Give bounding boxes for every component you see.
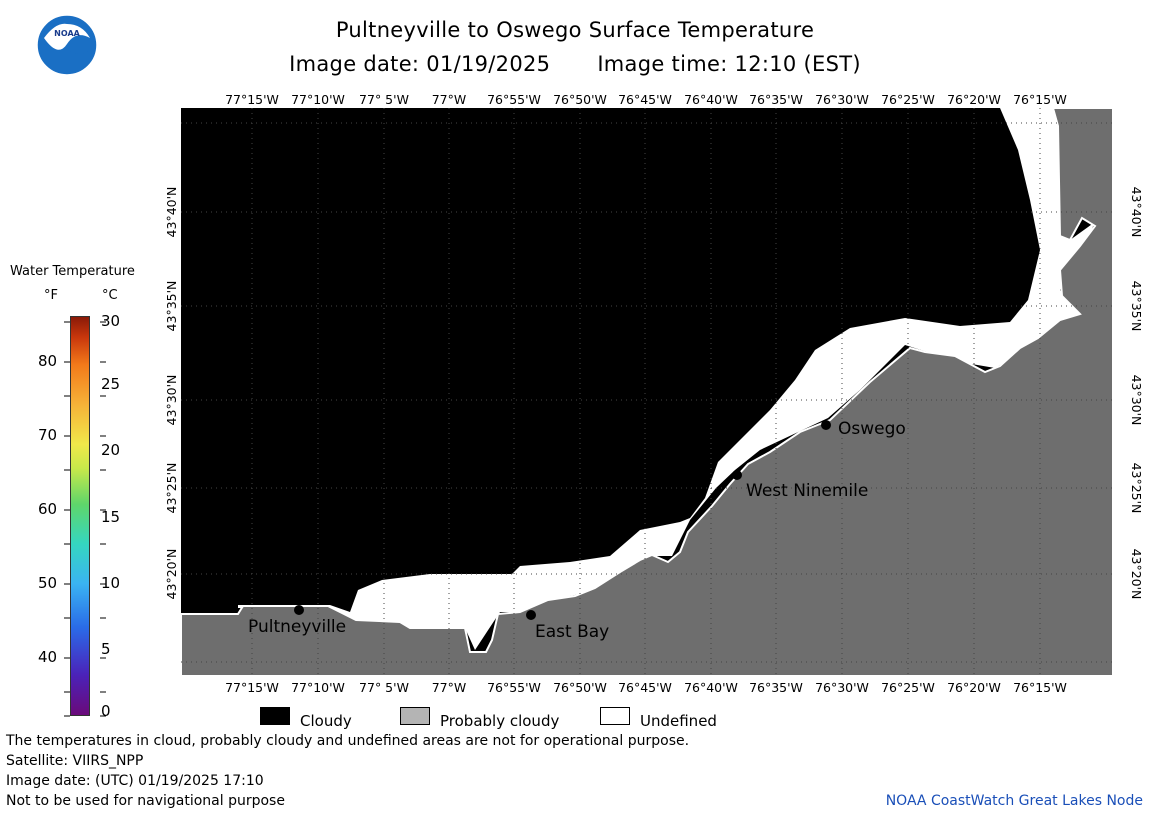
lon-label-bottom: 76°35'W bbox=[749, 680, 803, 695]
lon-label-bottom: 77° 5'W bbox=[359, 680, 409, 695]
lat-label-right: 43°25'N bbox=[1129, 463, 1144, 514]
f-tick-60: 60 bbox=[38, 500, 58, 518]
legend-cloudy: Cloudy bbox=[300, 712, 352, 730]
lon-label-bottom: 76°25'W bbox=[881, 680, 935, 695]
image-date: Image date: 01/19/2025 bbox=[289, 52, 551, 76]
colorbar-unit-c: °C bbox=[102, 288, 118, 303]
graticule bbox=[181, 108, 1113, 676]
f-tick-80: 80 bbox=[38, 352, 58, 370]
marker-east-bay bbox=[526, 610, 536, 620]
page-title: Pultneyville to Oswego Surface Temperatu… bbox=[335, 18, 815, 42]
footer-satellite: Satellite: VIIRS_NPP bbox=[6, 753, 144, 769]
image-time: Image time: 12:10 (EST) bbox=[597, 52, 861, 76]
lon-label-top: 77° 5'W bbox=[359, 92, 409, 107]
lon-label-top: 76°45'W bbox=[618, 92, 672, 107]
lon-label-top: 76°40'W bbox=[684, 92, 738, 107]
lon-label-bottom: 76°30'W bbox=[815, 680, 869, 695]
colorbar-title: Water Temperature bbox=[10, 264, 135, 279]
place-label-pultneyville: Pultneyville bbox=[248, 617, 346, 637]
colorbar-ticks bbox=[64, 321, 106, 717]
lat-label-right: 43°20'N bbox=[1129, 549, 1144, 600]
lat-label-right: 43°30'N bbox=[1129, 375, 1144, 426]
footer-credit: NOAA CoastWatch Great Lakes Node bbox=[885, 793, 1143, 809]
c-tick-0: 0 bbox=[101, 702, 111, 720]
c-tick-5: 5 bbox=[101, 640, 111, 658]
c-tick-10: 10 bbox=[101, 574, 121, 592]
footer-image-date-utc: Image date: (UTC) 01/19/2025 17:10 bbox=[6, 773, 264, 789]
c-tick-15: 15 bbox=[101, 508, 121, 526]
place-label-east-bay: East Bay bbox=[535, 622, 609, 642]
footer-nav-warning: Not to be used for navigational purpose bbox=[6, 793, 285, 809]
image-datetime: Image date: 01/19/2025 Image time: 12:10… bbox=[180, 52, 970, 76]
legend-swatch-cloudy bbox=[260, 707, 290, 725]
lon-label-top: 76°35'W bbox=[749, 92, 803, 107]
c-tick-30: 30 bbox=[101, 312, 121, 330]
lon-label-bottom: 76°40'W bbox=[684, 680, 738, 695]
place-label-west-ninemile: West Ninemile bbox=[746, 481, 868, 501]
lon-label-bottom: 76°55'W bbox=[487, 680, 541, 695]
f-tick-40: 40 bbox=[38, 648, 58, 666]
lon-label-bottom: 76°20'W bbox=[947, 680, 1001, 695]
colorbar bbox=[70, 316, 90, 716]
c-tick-20: 20 bbox=[101, 441, 121, 459]
colorbar-unit-f: °F bbox=[44, 288, 58, 303]
lon-label-bottom: 76°15'W bbox=[1013, 680, 1067, 695]
legend-undefined: Undefined bbox=[640, 712, 717, 730]
lon-label-top: 76°30'W bbox=[815, 92, 869, 107]
lon-label-top: 77°W bbox=[432, 92, 467, 107]
lon-label-bottom: 77°W bbox=[432, 680, 467, 695]
lon-label-top: 76°15'W bbox=[1013, 92, 1067, 107]
f-tick-50: 50 bbox=[38, 574, 58, 592]
legend-swatch-probably-cloudy bbox=[400, 707, 430, 725]
lon-label-top: 76°55'W bbox=[487, 92, 541, 107]
lon-label-top: 77°15'W bbox=[225, 92, 279, 107]
lat-label-left: 43°35'N bbox=[164, 281, 179, 332]
noaa-logo: NOAA bbox=[36, 14, 98, 76]
lon-label-bottom: 77°10'W bbox=[291, 680, 345, 695]
lon-label-top: 77°10'W bbox=[291, 92, 345, 107]
legend-probably-cloudy: Probably cloudy bbox=[440, 712, 560, 730]
legend-swatch-undefined bbox=[600, 707, 630, 725]
lat-label-left: 43°25'N bbox=[164, 463, 179, 514]
lon-label-top: 76°50'W bbox=[553, 92, 607, 107]
place-label-oswego: Oswego bbox=[838, 419, 906, 439]
f-tick-70: 70 bbox=[38, 426, 58, 444]
noaa-logo-text: NOAA bbox=[54, 29, 80, 38]
footer-note: The temperatures in cloud, probably clou… bbox=[6, 733, 690, 749]
lat-label-left: 43°40'N bbox=[164, 187, 179, 238]
marker-oswego bbox=[821, 420, 831, 430]
marker-pultneyville bbox=[294, 605, 304, 615]
undefined-area-lake bbox=[238, 108, 1095, 650]
lat-label-left: 43°20'N bbox=[164, 549, 179, 600]
lat-label-right: 43°35'N bbox=[1129, 281, 1144, 332]
lat-label-left: 43°30'N bbox=[164, 375, 179, 426]
lat-label-right: 43°40'N bbox=[1129, 187, 1144, 238]
lon-label-top: 76°20'W bbox=[947, 92, 1001, 107]
marker-west-ninemile bbox=[732, 470, 742, 480]
lon-label-bottom: 76°45'W bbox=[618, 680, 672, 695]
lon-label-top: 76°25'W bbox=[881, 92, 935, 107]
c-tick-25: 25 bbox=[101, 375, 121, 393]
land-area bbox=[180, 107, 1114, 677]
lon-label-bottom: 76°50'W bbox=[553, 680, 607, 695]
lon-label-bottom: 77°15'W bbox=[225, 680, 279, 695]
